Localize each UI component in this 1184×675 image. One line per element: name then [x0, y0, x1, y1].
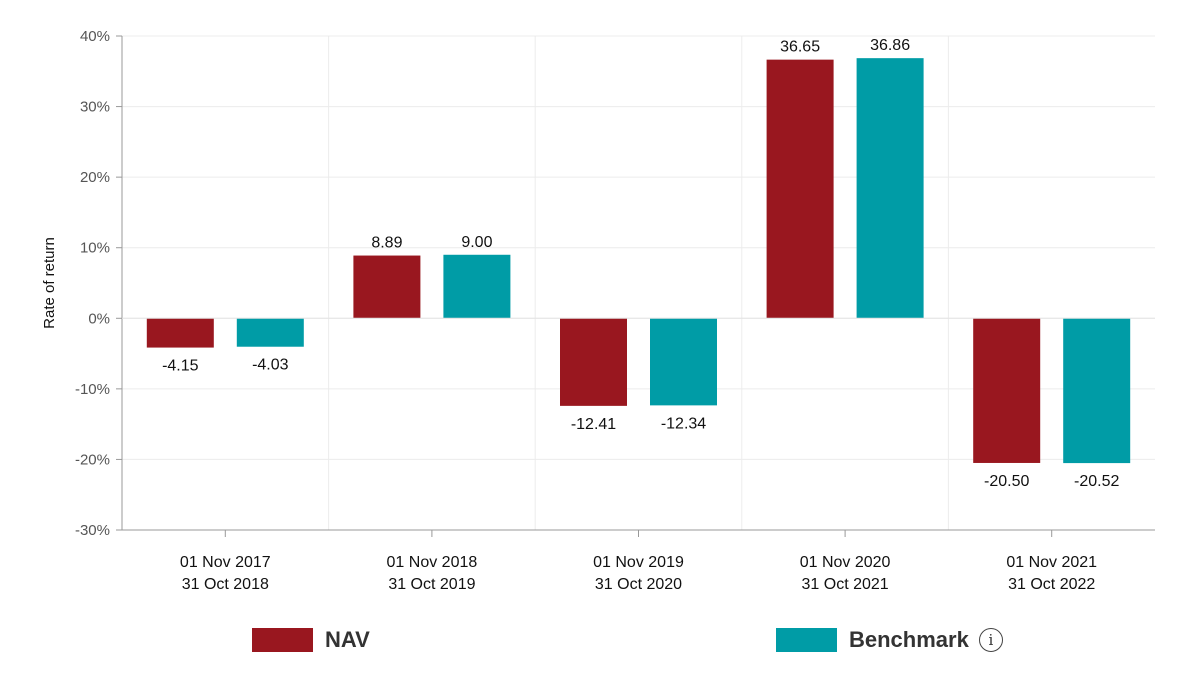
y-tick-label: 10% — [80, 240, 110, 257]
y-tick-label: 0% — [88, 310, 110, 327]
bar-benchmark — [650, 318, 717, 406]
x-tick-label: 01 Nov 2019 — [593, 554, 684, 571]
data-label: -4.15 — [162, 358, 199, 375]
x-tick-label: 31 Oct 2021 — [802, 576, 889, 593]
data-label: -12.34 — [661, 415, 706, 432]
x-tick-label: 31 Oct 2018 — [182, 576, 269, 593]
x-tick-label: 31 Oct 2020 — [595, 576, 682, 593]
x-tick-label: 31 Oct 2019 — [388, 576, 475, 593]
y-tick-label: 30% — [80, 99, 110, 116]
bar-nav — [973, 318, 1041, 463]
chart-svg: 40% 30% 20% 10% 0% -10% -20% -30% Rate of return… — [41, 28, 1155, 593]
bar-nav — [146, 318, 214, 348]
legend-swatch-benchmark — [776, 628, 837, 652]
x-tick-label: 01 Nov 2017 — [180, 554, 271, 571]
data-label: -12.41 — [571, 416, 616, 433]
legend: NAV Benchmark i — [0, 627, 1184, 657]
data-label: -4.03 — [252, 357, 289, 374]
x-tick-label: 31 Oct 2022 — [1008, 576, 1095, 593]
x-tick-label: 01 Nov 2021 — [1006, 554, 1097, 571]
bar-benchmark — [443, 254, 511, 319]
bar-nav — [560, 318, 627, 406]
y-tick-label: -30% — [75, 522, 110, 539]
legend-item-benchmark[interactable]: Benchmark i — [776, 627, 1003, 653]
legend-label-benchmark: Benchmark — [849, 627, 969, 652]
data-label: 36.65 — [780, 39, 820, 56]
data-label: 8.89 — [371, 235, 402, 252]
y-axis-title: Rate of return — [41, 237, 58, 329]
y-tick-label: -10% — [75, 381, 110, 398]
bar-nav — [353, 255, 421, 319]
data-label: 36.86 — [870, 37, 910, 54]
bar-benchmark — [1063, 318, 1131, 464]
legend-swatch-nav — [252, 628, 313, 652]
bar-benchmark — [856, 58, 924, 319]
legend-label-nav: NAV — [325, 627, 370, 652]
bar-chart: 40% 30% 20% 10% 0% -10% -20% -30% Rate of return… — [41, 28, 1155, 593]
y-tick-label: 40% — [80, 28, 110, 45]
y-tick-label: 20% — [80, 169, 110, 186]
data-label: -20.52 — [1074, 473, 1119, 490]
bar-benchmark — [236, 318, 304, 347]
data-label: -20.50 — [984, 473, 1029, 490]
legend-item-nav[interactable]: NAV — [252, 627, 370, 653]
x-tick-label: 01 Nov 2020 — [800, 554, 891, 571]
y-tick-label: -20% — [75, 451, 110, 468]
bar-nav — [766, 59, 834, 319]
x-tick-label: 01 Nov 2018 — [387, 554, 478, 571]
info-icon[interactable]: i — [978, 628, 1003, 652]
data-label: 9.00 — [461, 234, 492, 251]
